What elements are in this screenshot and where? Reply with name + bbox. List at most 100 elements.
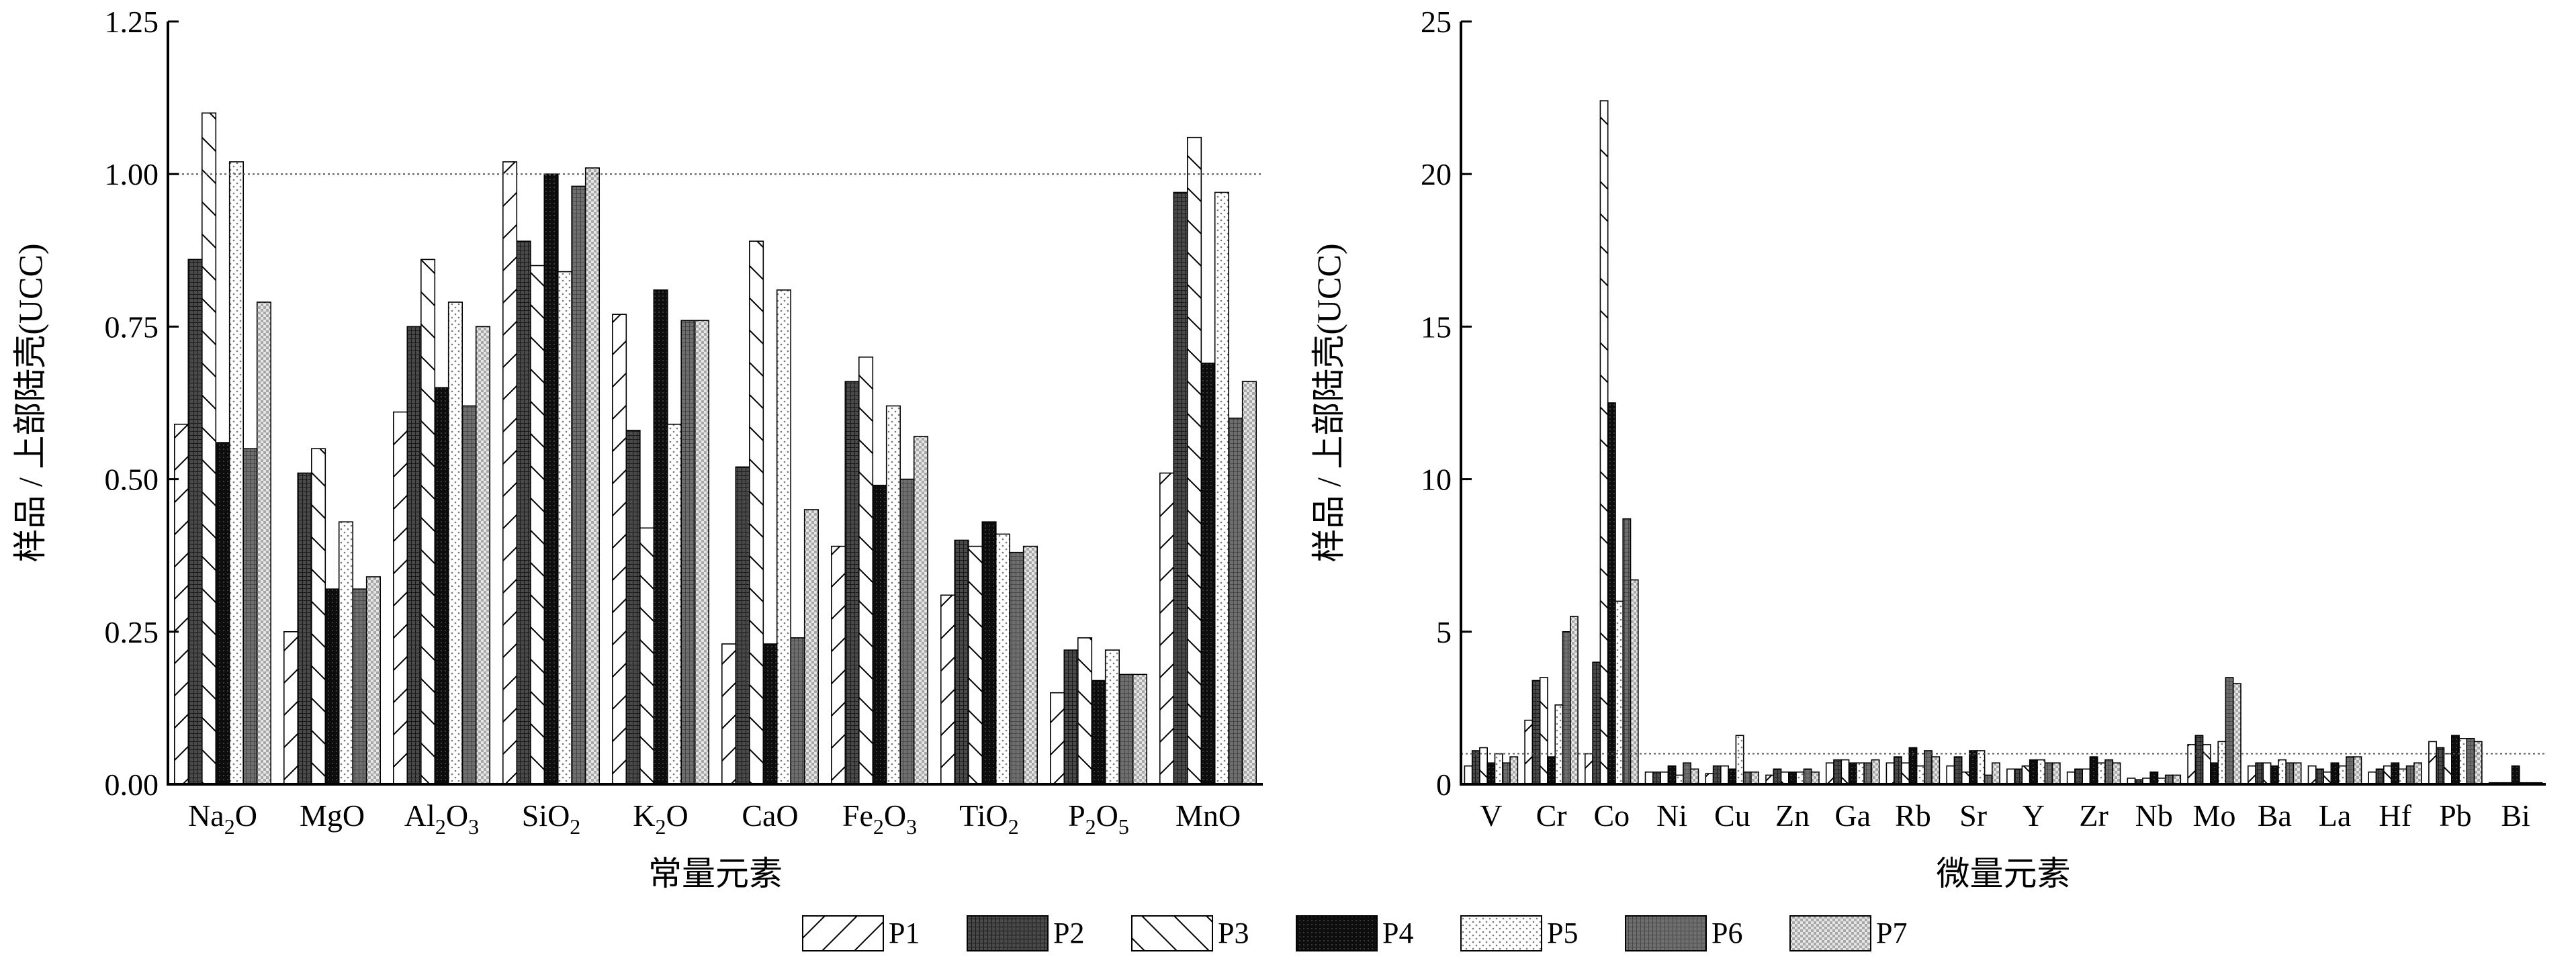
bar-p5-zr [2096, 762, 2106, 785]
bar-p4-mno [1200, 363, 1216, 785]
x-tick-label: P2O5 [1068, 798, 1129, 839]
bar-p6-v [1502, 762, 1511, 785]
bar-p4-hf [2391, 762, 2400, 785]
y-tick-label: 5 [1436, 615, 1452, 649]
bar-p5-zn [1795, 772, 1805, 785]
bar-p3-p2o5 [1077, 637, 1093, 785]
bar-p5-al2o3 [447, 301, 463, 785]
bar-p1-hf [2368, 772, 2377, 785]
bar-p5-mgo [338, 521, 354, 785]
bar-p3-al2o3 [420, 259, 436, 785]
bar-p5-cao [776, 289, 791, 785]
bar-p1-fe2o3 [831, 545, 846, 785]
bar-p6-al2o3 [461, 405, 477, 785]
bar-p6-ga [1863, 762, 1873, 785]
bar-p6-mno [1228, 417, 1243, 785]
bar-p4-cr [1547, 756, 1556, 785]
bar-p2-hf [2375, 768, 2385, 785]
x-tick-label: Ga [1834, 798, 1871, 833]
bar-p4-pb [2451, 735, 2460, 785]
bar-p6-y [2044, 762, 2053, 785]
y-tick-label: 1.25 [105, 5, 159, 39]
bar-p6-sr [1984, 774, 1993, 785]
x-tick-label: Fe2O3 [842, 798, 917, 839]
y-axis-title: 样品 / 上部陆壳(UCC) [11, 244, 49, 563]
bar-p2-fe2o3 [844, 381, 860, 785]
bar-p4-y [2029, 759, 2038, 785]
bar-p3-mno [1187, 136, 1202, 785]
bar-p1-cr [1524, 719, 1534, 785]
bar-p4-al2o3 [434, 387, 449, 785]
bar-p7-p2o5 [1132, 673, 1147, 785]
bar-p5-tio2 [995, 533, 1010, 785]
bar-p7-na2o [256, 301, 272, 785]
x-tick-label: Pb [2439, 798, 2472, 833]
bar-p4-sr [1969, 750, 1978, 785]
bar-p7-zn [1810, 772, 1820, 785]
x-tick-label: MnO [1175, 798, 1241, 833]
bar-p6-tio2 [1009, 551, 1024, 785]
bar-p6-sio2 [571, 185, 586, 785]
bar-p3-cu [1720, 765, 1729, 785]
bar-p1-k2o [611, 314, 627, 785]
bar-p6-zn [1803, 768, 1812, 785]
x-tick-label: Rb [1895, 798, 1931, 833]
bar-p6-nb [2164, 774, 2174, 785]
bar-p5-ga [1856, 762, 1865, 785]
legend: P1 P2 P3 P4 P5 P6 P7 [802, 915, 1907, 951]
bar-p5-ni [1675, 774, 1684, 785]
x-tick-label: Al2O3 [404, 798, 479, 839]
bar-p2-v [1471, 750, 1480, 785]
bar-p6-k2o [680, 320, 696, 785]
bar-p4-la [2330, 762, 2340, 785]
bar-p4-tio2 [981, 521, 997, 785]
legend-label: P5 [1547, 917, 1578, 949]
bar-p1-mno [1159, 472, 1175, 785]
bar-p5-fe2o3 [885, 405, 901, 785]
bar-p3-pb [2443, 753, 2452, 785]
bar-p3-fe2o3 [858, 356, 874, 785]
bar-p5-v [1494, 753, 1503, 785]
bar-p5-sio2 [557, 271, 573, 785]
legend-swatch-p7 [1789, 915, 1871, 951]
bar-p3-mo [2202, 744, 2211, 785]
bar-p6-fe2o3 [899, 478, 915, 785]
bar-p4-ba [2270, 765, 2279, 785]
bar-p3-y [2021, 765, 2031, 785]
bar-p2-zr [2074, 768, 2083, 785]
bar-p7-pb [2473, 741, 2483, 785]
major-elements-chart: 0.00 0.25 0.50 0.75 1.00 1.25 Na2O MgO Al2O3 SiO2… [11, 5, 1263, 892]
bar-p6-rb [1924, 750, 1933, 785]
bar-p4-mo [2210, 762, 2219, 785]
x-tick-label: V [1480, 798, 1502, 833]
bar-p1-p2o5 [1050, 692, 1065, 785]
bar-p7-ni [1690, 768, 1699, 785]
bar-p4-zn [1788, 772, 1797, 785]
bar-p4-fe2o3 [872, 484, 887, 785]
x-tick-label: MgO [300, 798, 365, 833]
bar-p4-bi [2511, 765, 2520, 785]
x-tick-label: Mo [2193, 798, 2236, 833]
x-tick-label: Y [2023, 798, 2045, 833]
bar-p3-ni [1660, 772, 1669, 785]
trace-elements-chart: 0 5 10 15 20 25 V Cr Co Ni Cu Zn Ga Rb Sr Y Zr Nb Mo Ba La Hf… [1310, 5, 2546, 892]
bar-p2-rb [1893, 756, 1902, 785]
legend-label: P1 [889, 917, 920, 949]
bar-p2-mno [1173, 191, 1188, 785]
bar-p4-sio2 [543, 173, 559, 785]
bar-p1-ni [1644, 772, 1654, 785]
legend-swatch-p2 [967, 915, 1049, 951]
legend-swatch-p5 [1460, 915, 1542, 951]
bar-p3-ga [1840, 759, 1850, 785]
bar-p2-zn [1773, 768, 1782, 785]
bar-p4-zr [2089, 756, 2098, 785]
bar-p4-na2o [215, 442, 230, 785]
bar-p7-k2o [694, 320, 709, 785]
bar-p1-rb [1885, 762, 1895, 785]
bar-p6-pb [2466, 738, 2475, 785]
y-tick-label: 0.25 [105, 615, 159, 649]
bar-p2-p2o5 [1063, 649, 1079, 785]
bar-p7-la [2353, 756, 2362, 785]
bar-p2-cr [1531, 680, 1541, 785]
bar-p6-hf [2405, 765, 2415, 785]
